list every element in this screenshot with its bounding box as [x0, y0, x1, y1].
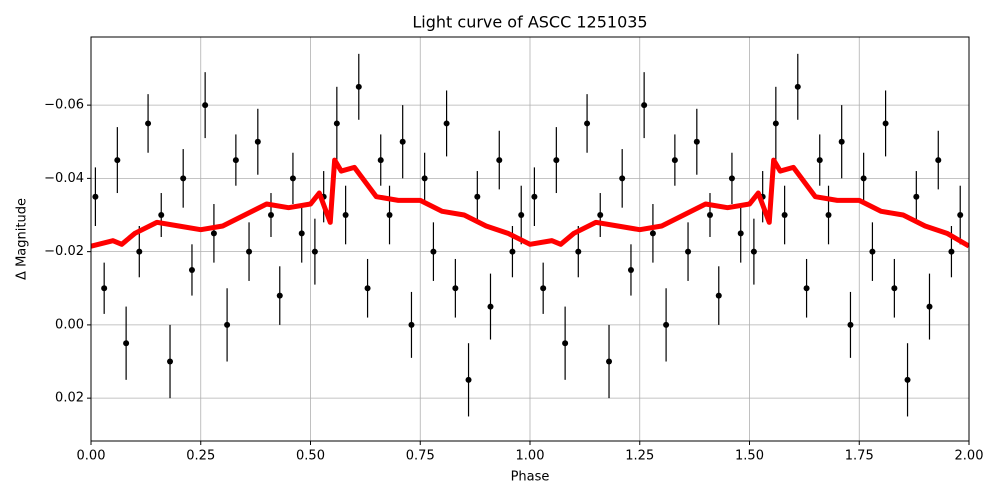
data-point: [803, 285, 810, 292]
data-point: [474, 193, 481, 200]
x-tick-label: 1.00: [516, 449, 545, 464]
data-point: [298, 230, 305, 237]
data-point: [781, 212, 788, 219]
data-point: [913, 193, 920, 200]
data-point: [443, 120, 450, 127]
x-tick-label: 0.50: [296, 449, 325, 464]
data-point: [869, 248, 876, 255]
data-point: [101, 285, 108, 292]
x-axis-label: Phase: [511, 470, 550, 485]
data-point: [254, 138, 261, 145]
data-point: [882, 120, 889, 127]
data-point: [210, 230, 217, 237]
data-point: [584, 120, 591, 127]
data-point: [487, 303, 494, 310]
data-point: [891, 285, 898, 292]
data-point: [333, 120, 340, 127]
x-tick-label: 0.00: [77, 449, 106, 464]
x-tick-label: 1.50: [735, 449, 764, 464]
data-point: [750, 248, 757, 255]
data-point: [957, 212, 964, 219]
data-point: [355, 83, 362, 90]
data-point: [399, 138, 406, 145]
data-point: [926, 303, 933, 310]
data-point: [123, 340, 130, 347]
data-point: [92, 193, 99, 200]
data-point: [188, 266, 195, 273]
x-tick-label: 1.25: [625, 449, 654, 464]
y-tick-label: −0.04: [44, 171, 84, 186]
data-point: [430, 248, 437, 255]
data-point: [224, 321, 231, 328]
data-point: [693, 138, 700, 145]
data-point: [619, 175, 626, 182]
data-point: [825, 212, 832, 219]
data-point: [158, 212, 165, 219]
grid: [90, 37, 970, 441]
data-point: [145, 120, 152, 127]
data-point: [386, 212, 393, 219]
data-point: [232, 157, 239, 164]
x-tick-label: 0.75: [406, 449, 435, 464]
y-tick-label: −0.02: [44, 244, 84, 259]
y-tick-label: 0.02: [55, 391, 84, 406]
x-tick-label: 0.25: [186, 449, 215, 464]
chart-title: Light curve of ASCC 1251035: [412, 13, 647, 32]
trend-line: [91, 157, 969, 249]
data-point: [663, 321, 670, 328]
data-point: [706, 212, 713, 219]
data-point: [342, 212, 349, 219]
data-point: [364, 285, 371, 292]
data-point: [531, 193, 538, 200]
data-point: [641, 102, 648, 109]
data-point: [649, 230, 656, 237]
data-point: [540, 285, 547, 292]
data-point: [377, 157, 384, 164]
y-axis-label: Δ Magnitude: [15, 198, 30, 280]
data-point: [465, 376, 472, 383]
x-tick-label: 1.75: [845, 449, 874, 464]
data-point: [948, 248, 955, 255]
data-point: [838, 138, 845, 145]
data-point: [597, 212, 604, 219]
data-point: [685, 248, 692, 255]
data-point: [167, 358, 174, 365]
data-point: [246, 248, 253, 255]
data-point: [575, 248, 582, 255]
data-point: [728, 175, 735, 182]
data-point: [737, 230, 744, 237]
data-point: [509, 248, 516, 255]
data-point: [606, 358, 613, 365]
y-tick-label: 0.00: [55, 317, 84, 332]
data-point: [847, 321, 854, 328]
data-point: [289, 175, 296, 182]
data-point: [935, 157, 942, 164]
data-point: [816, 157, 823, 164]
data-point: [715, 292, 722, 299]
data-point: [408, 321, 415, 328]
data-point: [180, 175, 187, 182]
data-point: [518, 212, 525, 219]
y-tick-label: −0.06: [44, 98, 84, 113]
data-point: [904, 376, 911, 383]
data-point: [794, 83, 801, 90]
data-point: [311, 248, 318, 255]
data-point: [267, 212, 274, 219]
data-point: [452, 285, 459, 292]
data-point: [671, 157, 678, 164]
data-point: [136, 248, 143, 255]
data-point: [772, 120, 779, 127]
data-point: [421, 175, 428, 182]
data-point: [627, 266, 634, 273]
data-point: [202, 102, 209, 109]
plot-area: [91, 53, 969, 417]
data-point: [553, 157, 560, 164]
data-point: [276, 292, 283, 299]
x-tick-label: 2.00: [955, 449, 984, 464]
data-point: [562, 340, 569, 347]
data-point: [496, 157, 503, 164]
data-point: [114, 157, 121, 164]
data-point: [860, 175, 867, 182]
